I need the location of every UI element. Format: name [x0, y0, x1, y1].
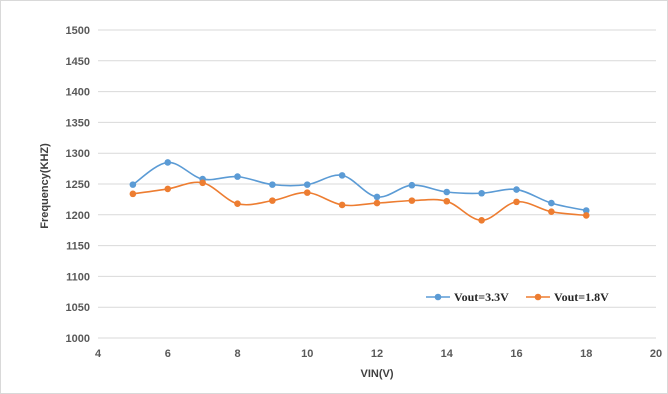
data-point — [303, 181, 311, 188]
data-point — [164, 185, 172, 193]
data-point — [373, 193, 381, 201]
data-point — [548, 208, 555, 216]
legend-label: Vout=3.3V — [454, 290, 509, 304]
data-point — [373, 199, 381, 207]
x-tick-label: 16 — [510, 348, 522, 360]
data-point — [129, 190, 137, 198]
data-point — [582, 207, 590, 214]
x-tick-label: 8 — [234, 348, 240, 360]
data-point — [513, 198, 520, 206]
y-tick-label: 1400 — [66, 87, 90, 99]
data-point — [338, 172, 346, 179]
series-2 — [129, 179, 590, 224]
x-tick-label: 20 — [650, 348, 662, 360]
legend-marker — [434, 293, 442, 301]
legend-item: Vout=1.8V — [526, 290, 609, 304]
data-point — [303, 189, 311, 196]
data-point — [513, 186, 520, 193]
x-tick-label: 18 — [580, 348, 592, 360]
y-tick-label: 1250 — [66, 179, 90, 191]
x-tick-label: 6 — [165, 348, 171, 360]
x-tick-label: 14 — [441, 348, 454, 360]
legend-marker — [534, 293, 542, 301]
data-point — [478, 189, 485, 197]
data-point — [443, 188, 451, 196]
data-point — [234, 173, 241, 180]
y-tick-label: 1100 — [66, 271, 90, 283]
legend-item: Vout=3.3V — [426, 290, 509, 304]
data-point — [269, 181, 276, 188]
x-axis-title: VIN(V) — [361, 368, 394, 380]
y-tick-label: 1450 — [66, 56, 90, 68]
x-tick-labels: 4 6 8 10 12 14 16 18 20 — [95, 348, 662, 360]
y-tick-label: 1500 — [66, 25, 90, 37]
data-point — [164, 159, 172, 166]
gridlines — [98, 29, 656, 339]
y-tick-label: 1350 — [66, 117, 90, 129]
legend: Vout=3.3V Vout=1.8V — [426, 290, 609, 304]
x-tick-label: 10 — [301, 348, 313, 360]
data-point — [408, 197, 416, 204]
y-tick-label: 1200 — [66, 210, 90, 222]
data-point — [129, 181, 137, 188]
y-axis-title: Frequency(KHZ) — [39, 143, 51, 229]
data-point — [443, 197, 451, 205]
y-tick-labels: 1000 1050 1100 1150 1200 1250 1300 1350 1400 1450… — [66, 25, 90, 345]
y-tick-label: 1000 — [66, 333, 90, 345]
data-point — [199, 179, 206, 187]
y-tick-label: 1050 — [66, 302, 90, 314]
data-point — [548, 199, 555, 207]
y-tick-label: 1300 — [66, 148, 90, 160]
data-point — [338, 201, 346, 209]
data-point — [269, 197, 276, 204]
legend-label: Vout=1.8V — [554, 290, 609, 304]
data-point — [408, 181, 416, 189]
x-tick-label: 4 — [95, 348, 102, 360]
data-point — [582, 212, 590, 219]
data-point — [234, 200, 241, 208]
series-layer — [129, 159, 590, 224]
y-tick-label: 1150 — [66, 241, 90, 253]
data-point — [478, 217, 485, 224]
x-tick-label: 12 — [371, 348, 383, 360]
